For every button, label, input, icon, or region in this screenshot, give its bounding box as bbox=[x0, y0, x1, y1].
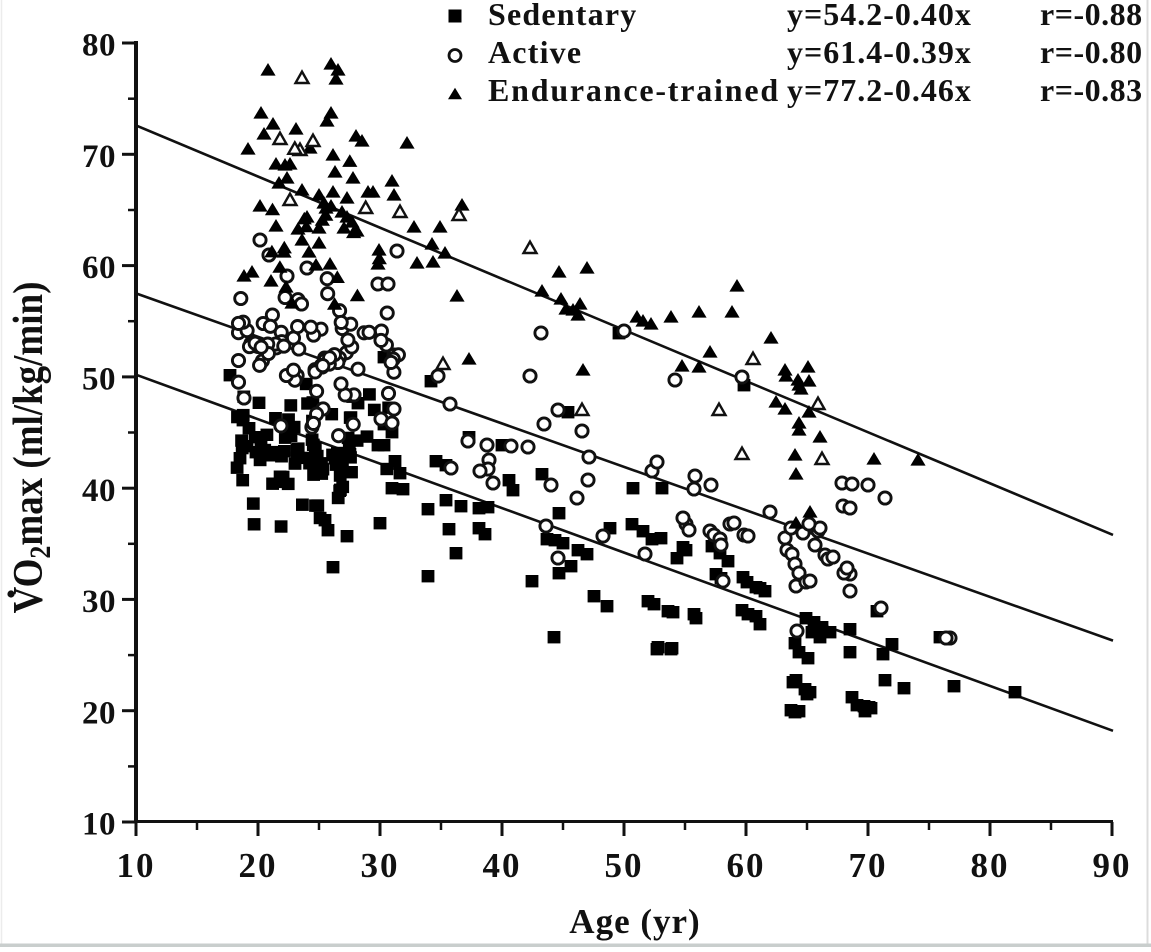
svg-text:80: 80 bbox=[971, 846, 1010, 885]
svg-text:r=-0.80: r=-0.80 bbox=[1040, 34, 1143, 70]
svg-text:Active: Active bbox=[488, 34, 582, 70]
svg-text:60: 60 bbox=[727, 846, 766, 885]
svg-text:40: 40 bbox=[82, 473, 116, 509]
svg-text:50: 50 bbox=[605, 846, 644, 885]
svg-text:Sedentary: Sedentary bbox=[488, 0, 637, 32]
svg-text:80: 80 bbox=[82, 28, 116, 64]
svg-text:30: 30 bbox=[82, 584, 116, 620]
svg-text:r=-0.88: r=-0.88 bbox=[1040, 0, 1143, 32]
svg-text:70: 70 bbox=[849, 846, 888, 885]
svg-text:y=61.4-0.39x: y=61.4-0.39x bbox=[787, 34, 972, 70]
svg-text:y=54.2-0.40x: y=54.2-0.40x bbox=[787, 0, 972, 32]
svg-text:30: 30 bbox=[361, 846, 400, 885]
svg-text:20: 20 bbox=[239, 846, 278, 885]
svg-text:10: 10 bbox=[82, 807, 116, 843]
svg-text:90: 90 bbox=[1093, 846, 1132, 885]
svg-text:40: 40 bbox=[483, 846, 522, 885]
svg-text:VO2max (ml/kg/min): VO2max (ml/kg/min) bbox=[4, 282, 58, 614]
svg-text:r=-0.83: r=-0.83 bbox=[1040, 72, 1143, 108]
svg-text:Age (yr): Age (yr) bbox=[569, 902, 700, 941]
svg-text:20: 20 bbox=[82, 695, 116, 731]
svg-text:Endurance-trained: Endurance-trained bbox=[488, 72, 780, 108]
svg-text:60: 60 bbox=[82, 250, 116, 286]
svg-text:y=77.2-0.46x: y=77.2-0.46x bbox=[787, 72, 972, 108]
svg-text:70: 70 bbox=[82, 139, 116, 175]
svg-text:50: 50 bbox=[82, 361, 116, 397]
svg-text:10: 10 bbox=[117, 846, 156, 885]
